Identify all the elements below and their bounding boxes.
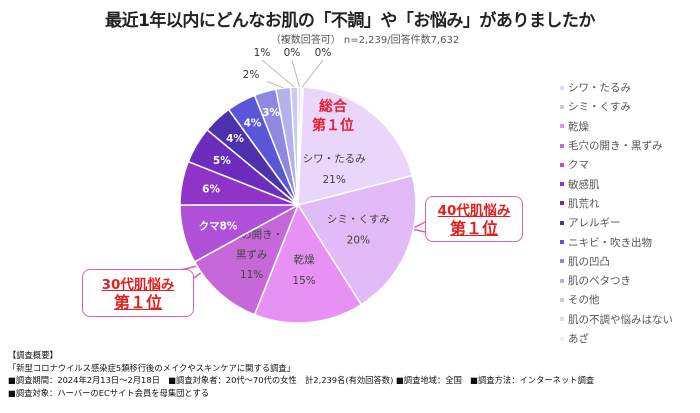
slice-value-label: 15% [292, 275, 315, 287]
legend: シワ・たるみ シミ・くすみ 乾燥毛穴の開き・黒ずみ クマ敏感肌肌荒れアレルギーニキビ・… [560, 78, 673, 348]
pie-slice-2 [296, 174, 417, 306]
legend-label: アレルギー [568, 217, 621, 230]
pie-slice-14 [297, 86, 304, 206]
slice-value-label: 21% [322, 174, 345, 186]
overall-top-annotation: 総合 第１位 [308, 98, 358, 136]
legend-item: 乾燥 [560, 117, 673, 136]
slice-name-label: 乾燥 [294, 253, 315, 266]
notes-heading: 【調査概要】 [8, 350, 58, 360]
legend-item: シミ・くすみ [560, 97, 673, 116]
forties-label: 40代肌悩み [437, 203, 511, 219]
legend-item: 肌のベタつき [560, 271, 673, 290]
legend-item: 敏感肌 [560, 174, 673, 193]
slice-value-label: 6% [202, 183, 220, 195]
legend-item: 肌の不調や悩みはない [560, 310, 673, 329]
slice-value-label: 3% [262, 107, 280, 119]
legend-label: 肌のベタつき [568, 275, 631, 288]
slice-value-label: 1% [254, 47, 271, 59]
legend-swatch [560, 220, 564, 225]
legend-swatch [560, 85, 564, 90]
legend-item: ニキビ・吹き出物 [560, 232, 673, 251]
legend-swatch [560, 201, 564, 206]
pie-slice-1 [297, 86, 414, 206]
overall-label: 総合 [319, 99, 347, 115]
legend-swatch [560, 240, 564, 245]
legend-item: 毛穴の開き・黒ずみ [560, 136, 673, 155]
legend-label: 肌の凹凸 [568, 255, 610, 268]
legend-item: 肌荒れ [560, 194, 673, 213]
chart-subtitle: （複数回答可） n=2,239/回答件数7,632 [270, 35, 460, 46]
leader-line [261, 59, 295, 88]
slice-value-label: 0% [284, 47, 301, 59]
legend-label: シミ・くすみ [568, 101, 631, 114]
slice-label: クマ8% [199, 221, 238, 233]
pie-slice-3 [253, 203, 363, 324]
legend-swatch [560, 162, 564, 167]
slice-value-label: 0% [315, 47, 332, 59]
slice-value-label: 4% [244, 117, 262, 129]
legend-item: シワ・たるみ [560, 78, 673, 97]
slice-value-label: 20% [347, 234, 370, 246]
thirties-rank: 第１位 [113, 293, 162, 312]
legend-item: クマ [560, 155, 673, 174]
legend-item: あざ [560, 329, 673, 348]
legend-swatch [560, 278, 564, 283]
slice-name-label: シワ・たるみ [303, 153, 366, 165]
pie-slice-4 [193, 203, 300, 316]
legend-label: 乾燥 [568, 120, 589, 133]
legend-label: 敏感肌 [568, 178, 600, 191]
overall-rank: 第１位 [312, 118, 354, 134]
legend-swatch [560, 104, 564, 109]
slice-value-label: 5% [213, 155, 231, 167]
legend-label: 肌の不調や悩みはない [568, 313, 673, 326]
leader-line [291, 59, 300, 88]
legend-label: 毛穴の開き・黒ずみ [568, 140, 663, 153]
legend-item: アレルギー [560, 213, 673, 232]
thirties-label: 30代肌悩み [101, 277, 175, 293]
legend-label: 肌荒れ [568, 197, 600, 210]
forties-rank: 第１位 [449, 219, 498, 238]
legend-swatch [560, 336, 564, 341]
slice-value-label: 2% [243, 69, 260, 81]
leader-line [267, 81, 284, 89]
legend-swatch [560, 317, 564, 322]
chart-title: 最近1年以内にどんなお肌の「不調」や「お悩み」がありましたか [105, 11, 595, 31]
survey-notes: 【調査概要】 「新型コロナウイルス感染症5類移行後のメイクやスキンケアに関する調… [8, 349, 594, 399]
legend-label: ニキビ・吹き出物 [568, 236, 652, 249]
slice-name-label: シミ・くすみ [327, 213, 390, 225]
notes-period: ■調査期間：2024年2月13日～2月18日 ■調査対象者：20代～70代の女性… [8, 375, 595, 385]
legend-label: あざ [568, 333, 589, 345]
legend-label: クマ [568, 159, 589, 172]
legend-swatch [560, 259, 564, 264]
slice-name-label: 黒ずみ [236, 249, 268, 261]
slice-value-label: 4% [226, 133, 244, 145]
legend-swatch [560, 124, 564, 129]
legend-item: 肌の凹凸 [560, 252, 673, 271]
legend-swatch [560, 182, 564, 187]
leader-line [301, 59, 324, 88]
legend-swatch [560, 143, 564, 148]
legend-item: その他 [560, 290, 673, 309]
legend-label: その他 [568, 294, 600, 307]
notes-target: ■調査対象：ハーバーのECサイト会員を母集団とする [8, 387, 210, 398]
legend-swatch [560, 297, 564, 302]
thirties-callout: 30代肌悩み 第１位 [82, 269, 194, 317]
slice-value-label: 11% [240, 269, 263, 281]
notes-survey-name: 「新型コロナウイルス感染症5類移行後のメイクやスキンケアに関する調査」 [8, 362, 295, 373]
legend-label: シワ・たるみ [568, 82, 631, 95]
forties-callout: 40代肌悩み 第１位 [425, 196, 523, 242]
